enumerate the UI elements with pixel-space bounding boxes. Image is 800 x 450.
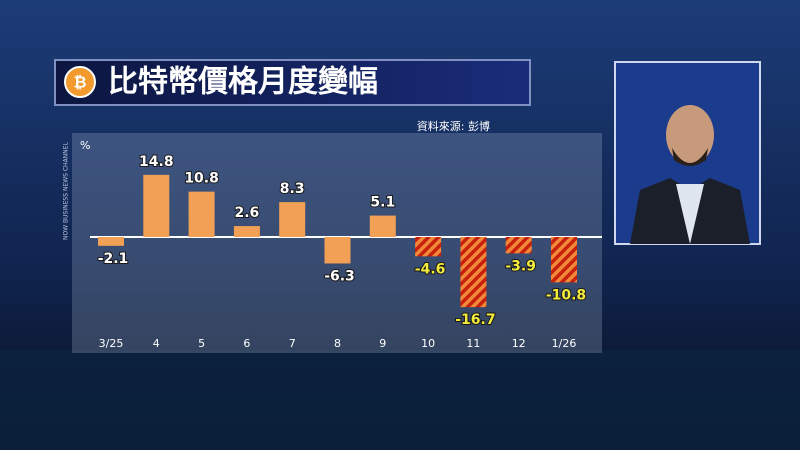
floor (0, 350, 800, 450)
bitcoin-symbol: ₿ (73, 73, 86, 92)
bitcoin-icon (64, 66, 96, 98)
value-label: -6.3 (324, 268, 355, 284)
x-tick-label: 9 (379, 337, 386, 350)
presenter-head (666, 105, 714, 165)
x-tick-label: 7 (289, 337, 296, 350)
bar (233, 226, 260, 237)
title-banner (54, 59, 531, 106)
x-tick-label: 6 (243, 337, 250, 350)
value-label: -10.8 (546, 287, 586, 303)
x-tick-label: 8 (334, 337, 341, 350)
value-label: -3.9 (505, 258, 536, 274)
value-label: 14.8 (139, 154, 174, 170)
bar (460, 237, 487, 308)
value-label: -16.7 (455, 312, 495, 328)
presenter-shirt (676, 184, 704, 244)
value-label: 10.8 (184, 171, 219, 187)
value-label: -2.1 (98, 251, 129, 267)
x-tick-label: 5 (198, 337, 205, 350)
bar (505, 237, 532, 254)
bar (143, 174, 170, 237)
chart-title: 比特幣價格月度變幅 (108, 65, 378, 100)
x-tick-label: 3/25 (99, 337, 124, 350)
bar (98, 237, 124, 246)
bar (279, 202, 306, 237)
x-tick-label: 10 (421, 337, 435, 350)
x-tick-label: 4 (153, 337, 160, 350)
bar (551, 237, 577, 283)
bar (324, 237, 351, 264)
value-label: 2.6 (234, 205, 259, 221)
source: 資料來源: 彭博 (417, 119, 490, 133)
bar (188, 191, 215, 237)
value-label: -4.6 (415, 261, 446, 277)
value-label: 5.1 (370, 195, 395, 211)
x-tick-label: 1/26 (552, 337, 577, 350)
channel-text: NOW BUSINESS NEWS CHANNEL (63, 142, 70, 240)
x-tick-label: 12 (512, 337, 526, 350)
bar (415, 237, 442, 257)
x-tick-label: 11 (466, 337, 480, 350)
bar (369, 215, 396, 237)
presenter-beard (672, 148, 708, 166)
unit-label: % (80, 139, 90, 152)
value-label: 8.3 (280, 181, 305, 197)
